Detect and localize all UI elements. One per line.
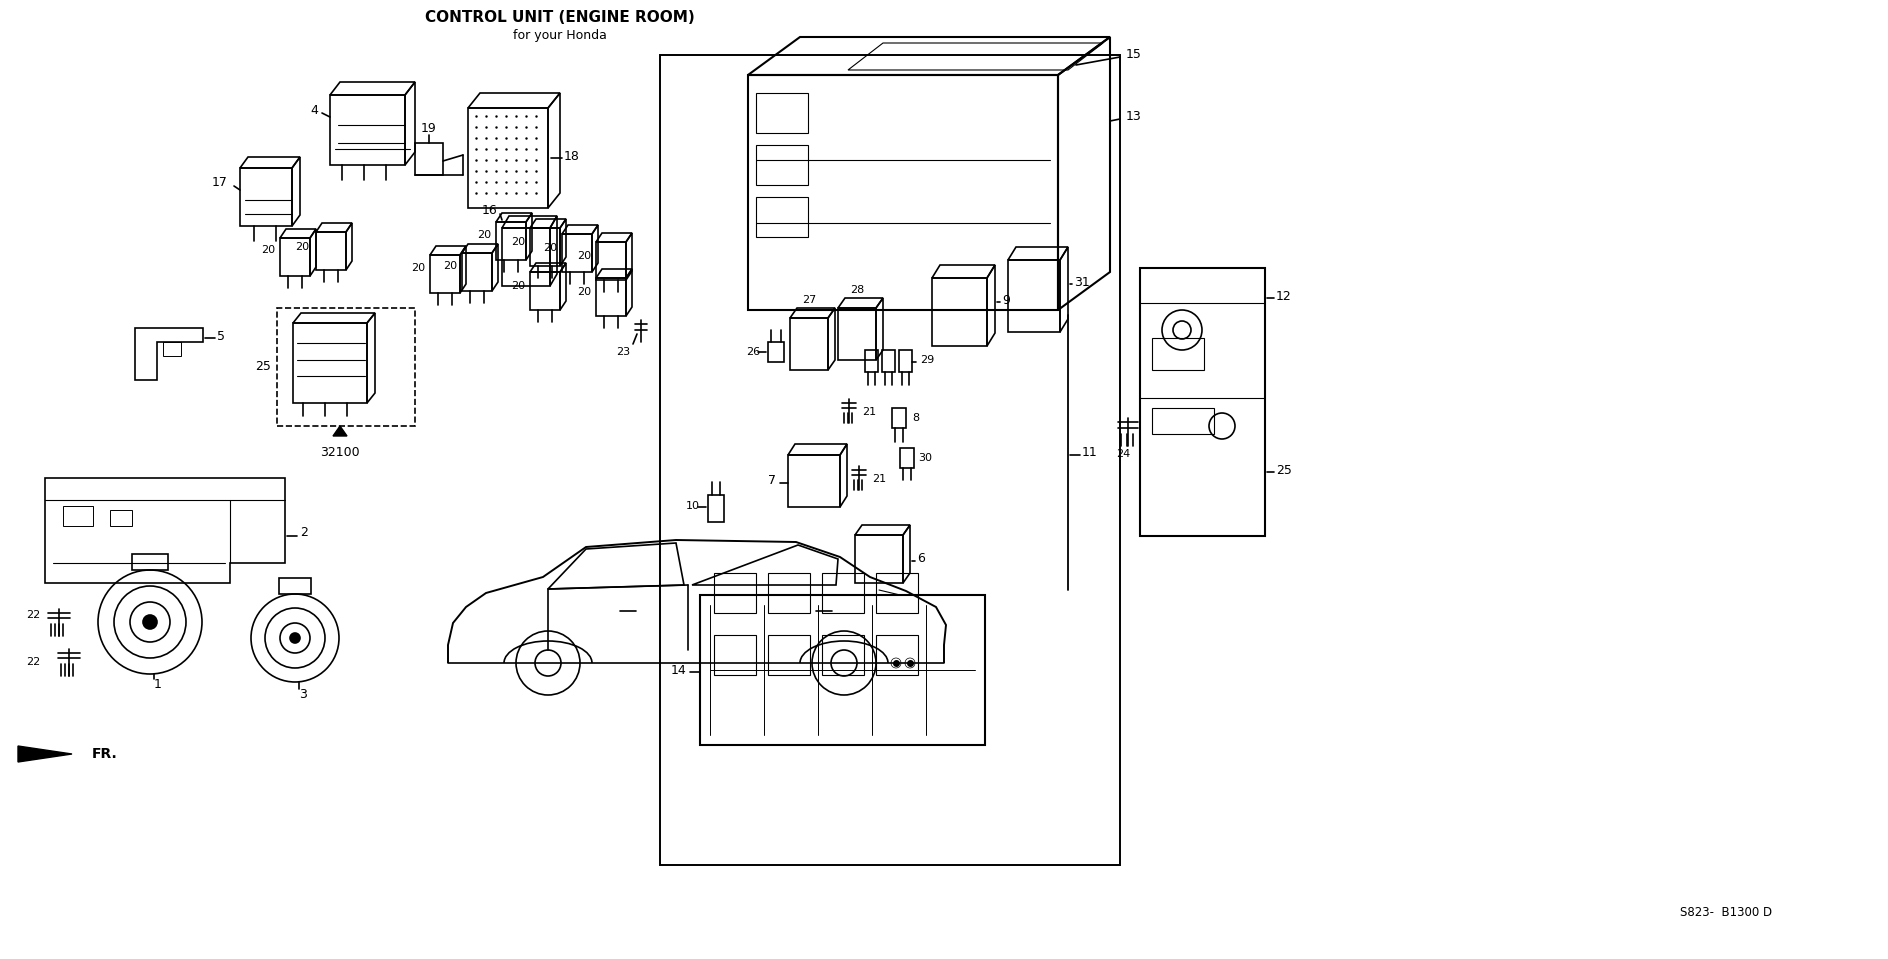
- Text: 17: 17: [211, 176, 228, 190]
- Text: 20: 20: [578, 287, 591, 297]
- Text: 5: 5: [217, 330, 225, 342]
- Text: 24: 24: [1116, 449, 1131, 459]
- Text: 2: 2: [300, 526, 308, 540]
- Text: 20: 20: [512, 281, 525, 291]
- Text: 8: 8: [912, 413, 919, 423]
- Text: 19: 19: [421, 122, 436, 134]
- Circle shape: [891, 658, 901, 668]
- Text: 28: 28: [850, 285, 865, 295]
- Bar: [714, 573, 755, 613]
- Polygon shape: [19, 746, 72, 762]
- Bar: [110, 510, 132, 526]
- Text: 7: 7: [768, 475, 776, 487]
- Text: 25: 25: [1276, 463, 1291, 477]
- Text: 3: 3: [298, 688, 308, 700]
- Bar: [162, 342, 181, 356]
- Text: 4: 4: [310, 104, 317, 116]
- Text: 14: 14: [670, 664, 685, 676]
- Bar: [1152, 408, 1214, 434]
- Text: 20: 20: [578, 251, 591, 261]
- Text: FR.: FR.: [93, 747, 117, 761]
- Text: 20: 20: [544, 243, 557, 253]
- Circle shape: [291, 633, 300, 643]
- Text: 12: 12: [1276, 290, 1291, 302]
- Text: 25: 25: [255, 360, 272, 372]
- Text: 26: 26: [746, 347, 761, 357]
- Text: 27: 27: [802, 295, 816, 305]
- Text: 18: 18: [565, 150, 580, 162]
- Bar: [714, 635, 755, 675]
- Text: 31: 31: [1074, 275, 1089, 289]
- Text: 20: 20: [478, 230, 491, 240]
- Polygon shape: [332, 426, 347, 436]
- Bar: [661, 55, 1120, 865]
- Text: 21: 21: [872, 474, 885, 484]
- Text: 30: 30: [918, 453, 933, 463]
- Text: 11: 11: [1082, 447, 1097, 459]
- Circle shape: [904, 658, 916, 668]
- Text: 16: 16: [481, 203, 497, 217]
- Text: S823-  B1300 D: S823- B1300 D: [1680, 905, 1773, 919]
- Text: 22: 22: [26, 610, 40, 620]
- Bar: [768, 573, 810, 613]
- Text: 29: 29: [919, 355, 935, 365]
- Bar: [876, 573, 918, 613]
- Text: 9: 9: [1003, 293, 1010, 307]
- Text: 15: 15: [1125, 49, 1142, 61]
- Text: 13: 13: [1125, 110, 1142, 124]
- Circle shape: [143, 615, 157, 629]
- Text: 1: 1: [155, 677, 162, 690]
- Bar: [821, 573, 865, 613]
- Bar: [876, 635, 918, 675]
- Text: 20: 20: [444, 261, 457, 271]
- Text: 21: 21: [863, 407, 876, 417]
- Text: for your Honda: for your Honda: [514, 29, 606, 41]
- Bar: [768, 635, 810, 675]
- Text: 20: 20: [512, 237, 525, 247]
- Text: 22: 22: [26, 657, 40, 667]
- Text: 10: 10: [685, 501, 700, 511]
- Bar: [821, 635, 865, 675]
- Bar: [278, 308, 415, 426]
- Text: 20: 20: [295, 242, 310, 252]
- Text: CONTROL UNIT (ENGINE ROOM): CONTROL UNIT (ENGINE ROOM): [425, 11, 695, 26]
- Text: 20: 20: [261, 245, 276, 255]
- Bar: [1152, 338, 1205, 370]
- Bar: [62, 506, 93, 526]
- Text: 20: 20: [412, 263, 425, 273]
- Text: 6: 6: [918, 552, 925, 566]
- Text: 23: 23: [615, 347, 631, 357]
- Text: 32100: 32100: [321, 447, 361, 459]
